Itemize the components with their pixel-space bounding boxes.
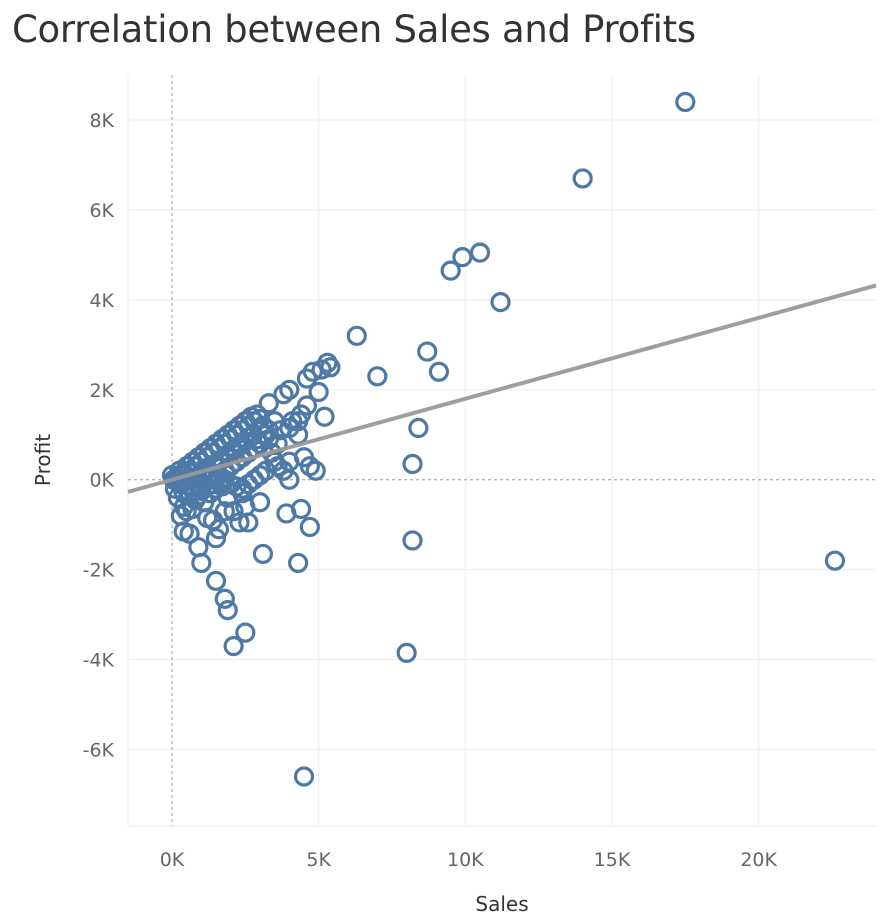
zero-reference-lines [128, 75, 876, 826]
y-axis-title: Profit [31, 434, 55, 486]
data-point [173, 521, 194, 542]
data-point [273, 384, 294, 405]
data-point [293, 766, 315, 787]
data-point [452, 247, 473, 268]
x-tick-label: 5K [306, 849, 331, 871]
x-tick-label: 20K [740, 849, 777, 871]
data-point [675, 91, 696, 113]
data-point [188, 537, 209, 558]
y-tick-label: 4K [89, 290, 114, 312]
data-point [252, 543, 274, 565]
y-tick-label: 2K [89, 380, 114, 402]
data-point [276, 503, 297, 524]
trend-line-layer [127, 283, 877, 494]
data-points [161, 91, 846, 787]
trend-line [127, 283, 877, 494]
data-point [217, 600, 238, 621]
data-point [288, 424, 309, 445]
data-point [279, 469, 300, 490]
data-point [417, 341, 438, 362]
y-tick-label: 6K [89, 200, 114, 222]
data-point [320, 357, 341, 378]
data-point [296, 368, 318, 389]
data-point [299, 516, 320, 538]
data-point [490, 291, 511, 313]
y-tick-label: -2K [83, 560, 115, 582]
data-point [214, 588, 235, 610]
data-point [396, 642, 417, 663]
data-point [191, 552, 212, 574]
data-point [428, 361, 450, 382]
data-point [402, 530, 423, 551]
y-tick-label: -4K [83, 650, 115, 672]
data-point [305, 460, 326, 481]
data-point [214, 501, 235, 522]
data-point [311, 359, 332, 380]
data-point [223, 636, 244, 657]
data-point [824, 550, 846, 571]
data-point [246, 429, 268, 450]
data-point [258, 393, 279, 414]
data-point [235, 622, 256, 643]
data-point [173, 483, 194, 504]
y-tick-label: 0K [89, 470, 114, 492]
data-point [572, 168, 593, 189]
x-tick-label: 15K [594, 849, 631, 871]
data-point [314, 406, 335, 427]
y-tick-label: 8K [89, 110, 114, 132]
data-point [367, 366, 388, 387]
x-tick-label: 0K [160, 849, 185, 871]
tick-labels: 0K 5K 10K 15K 20K 8K 6K 4K 2K 0K -2K -4K -6K [83, 110, 778, 871]
x-axis-title: Sales [475, 892, 528, 916]
data-point [402, 453, 423, 475]
data-point [308, 381, 329, 403]
chart-title: Correlation between Sales and Profits [12, 8, 696, 51]
data-point [408, 417, 429, 439]
y-tick-label: -6K [83, 740, 115, 762]
data-point [346, 325, 367, 346]
x-tick-label: 10K [447, 849, 484, 871]
data-point [469, 242, 491, 263]
data-point [288, 552, 309, 574]
data-point [440, 260, 461, 281]
data-point [205, 570, 227, 592]
